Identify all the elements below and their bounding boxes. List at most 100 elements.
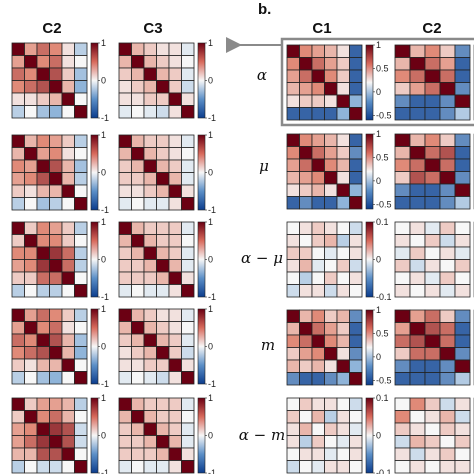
heatmap-cell [74,92,88,106]
heatmap-cell [118,55,132,69]
col-title-a-c2: C2 [42,20,61,37]
heatmap-cell [336,57,350,71]
heatmap-cell [131,42,145,56]
heatmap-cell [299,246,313,260]
col-title-b-c1: C1 [312,20,331,37]
heatmap-cell [286,359,300,373]
heatmap-cell [454,309,471,323]
heatmap-cell [439,246,456,260]
heatmap-cell [409,347,426,361]
heatmap-cell [439,435,456,449]
heatmap-cell [299,69,313,83]
heatmap-cell [168,435,182,449]
heatmap-cell [118,460,132,474]
heatmap-cell [324,334,338,348]
heatmap-cell [24,460,38,474]
heatmap-cell [181,92,195,106]
heatmap-cell [409,171,426,185]
heatmap-cell [24,321,38,335]
heatmap-cell [424,44,441,58]
heatmap-cell [24,172,38,186]
heatmap-cell [61,422,75,436]
heatmap-cell [286,133,300,147]
heatmap-cell [181,197,195,211]
heatmap-cell [156,346,170,360]
heatmap-cell [394,460,411,474]
heatmap-cell [181,147,195,161]
heatmap-cell [409,82,426,96]
heatmap-cell [143,271,157,285]
heatmap-cell [299,422,313,436]
heatmap-cell [61,259,75,273]
heatmap-cell [11,284,25,298]
heatmap-cell [168,460,182,474]
heatmap-cell [336,284,350,298]
heatmap-cell [74,410,88,424]
heatmap-cell [424,271,441,285]
heatmap-cell [118,284,132,298]
heatmap-cell [286,94,300,108]
heatmap-cell [394,183,411,197]
heatmap-cell [394,410,411,424]
heatmap-panel: 1 0 -1 [118,304,216,389]
heatmap-cell [36,358,50,372]
heatmap-cell [49,197,63,211]
heatmap-panel [394,133,474,210]
heatmap-cell [118,234,132,248]
heatmap-cell [336,234,350,248]
heatmap-cell [49,321,63,335]
heatmap-cell [299,359,313,373]
heatmap-cell [143,397,157,411]
heatmap-cell [168,333,182,347]
heatmap-cell [49,358,63,372]
heatmap-panel [394,309,474,386]
heatmap-cell [424,221,441,235]
heatmap-panel [394,221,474,298]
heatmap-cell [156,333,170,347]
heatmap-cell [454,397,471,411]
heatmap-cell [299,309,313,323]
heatmap-cell [311,246,325,260]
heatmap-cell [424,171,441,185]
heatmap-cell [131,308,145,322]
heatmap-cell [168,172,182,186]
heatmap-cell [118,184,132,198]
heatmap-cell [299,234,313,248]
heatmap-cell [131,105,145,119]
heatmap-cell [181,55,195,69]
heatmap-cell [181,447,195,461]
heatmap-cell [424,69,441,83]
heatmap-cell [143,447,157,461]
heatmap-cell [36,308,50,322]
heatmap-cell [349,359,363,373]
heatmap-panel [394,397,474,474]
heatmap-cell [181,234,195,248]
heatmap-cell [394,422,411,436]
heatmap-cell [336,221,350,235]
heatmap-cell [36,134,50,148]
heatmap-cell [424,146,441,160]
heatmap-cell [74,358,88,372]
heatmap-cell [24,80,38,94]
heatmap-cell [286,460,300,474]
heatmap-cell [394,447,411,461]
heatmap-cell [131,80,145,94]
heatmap-cell [156,197,170,211]
heatmap-cell [131,159,145,173]
heatmap-cell [454,133,471,147]
heatmap-cell [299,347,313,361]
heatmap-cell [336,271,350,285]
heatmap-cell [168,358,182,372]
heatmap-cell [181,460,195,474]
colorbar [90,134,99,211]
heatmap-cell [349,347,363,361]
heatmap-cell [61,55,75,69]
heatmap-cell [311,259,325,273]
row-label-alpha: α [257,66,267,84]
col-title-b-c2: C2 [422,20,441,37]
heatmap-cell [336,410,350,424]
heatmap-cell [349,460,363,474]
heatmap-cell [49,221,63,235]
heatmap-cell [49,346,63,360]
heatmap-cell [49,159,63,173]
